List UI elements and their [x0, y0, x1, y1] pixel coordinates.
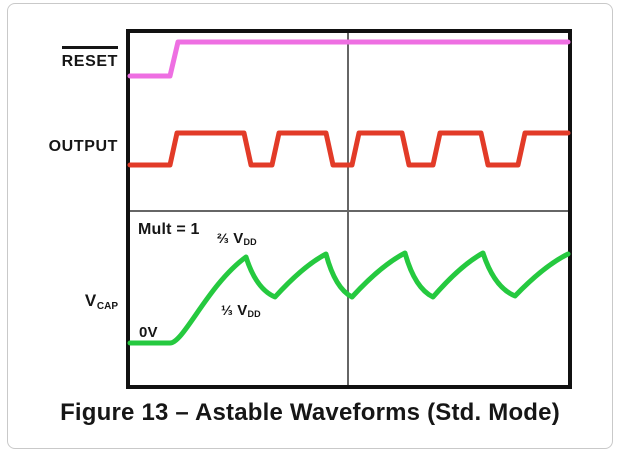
vcap-signal-label: VCAP [0, 291, 118, 312]
plot-box [126, 29, 572, 389]
two-thirds-vdd-subscript: DD [243, 237, 257, 247]
two-thirds-vdd-annotation: ⅔ VDD [217, 230, 257, 247]
one-third-fraction: ⅓ [221, 302, 233, 318]
one-third-v: V [237, 302, 248, 319]
zero-volt-text: 0V [139, 324, 158, 341]
two-thirds-fraction: ⅔ [217, 230, 229, 246]
vcap-subscript-text: CAP [96, 301, 118, 312]
reset-overline: RESET [61, 46, 118, 71]
two-thirds-v: V [233, 230, 244, 247]
output-waveform [127, 130, 571, 168]
figure-caption: Figure 13 – Astable Waveforms (Std. Mode… [0, 399, 620, 427]
reset-waveform [127, 39, 571, 79]
one-third-vdd-subscript: DD [247, 309, 261, 319]
mult-annotation: Mult = 1 [138, 221, 200, 239]
output-signal-label: OUTPUT [0, 138, 118, 156]
one-third-vdd-annotation: ⅓ VDD [221, 302, 261, 319]
reset-signal-label: RESET [0, 46, 118, 71]
figure-border [7, 3, 613, 449]
reset-signal-text: RESET [61, 53, 118, 70]
vcap-waveform [127, 250, 571, 346]
mult-text: Mult = 1 [138, 221, 200, 238]
grid-lines [130, 33, 568, 385]
vcap-main-text: V [84, 291, 97, 310]
figure-caption-text: Figure 13 – Astable Waveforms (Std. Mode… [60, 399, 560, 426]
zero-volt-annotation: 0V [139, 324, 158, 341]
output-signal-text: OUTPUT [48, 138, 118, 155]
